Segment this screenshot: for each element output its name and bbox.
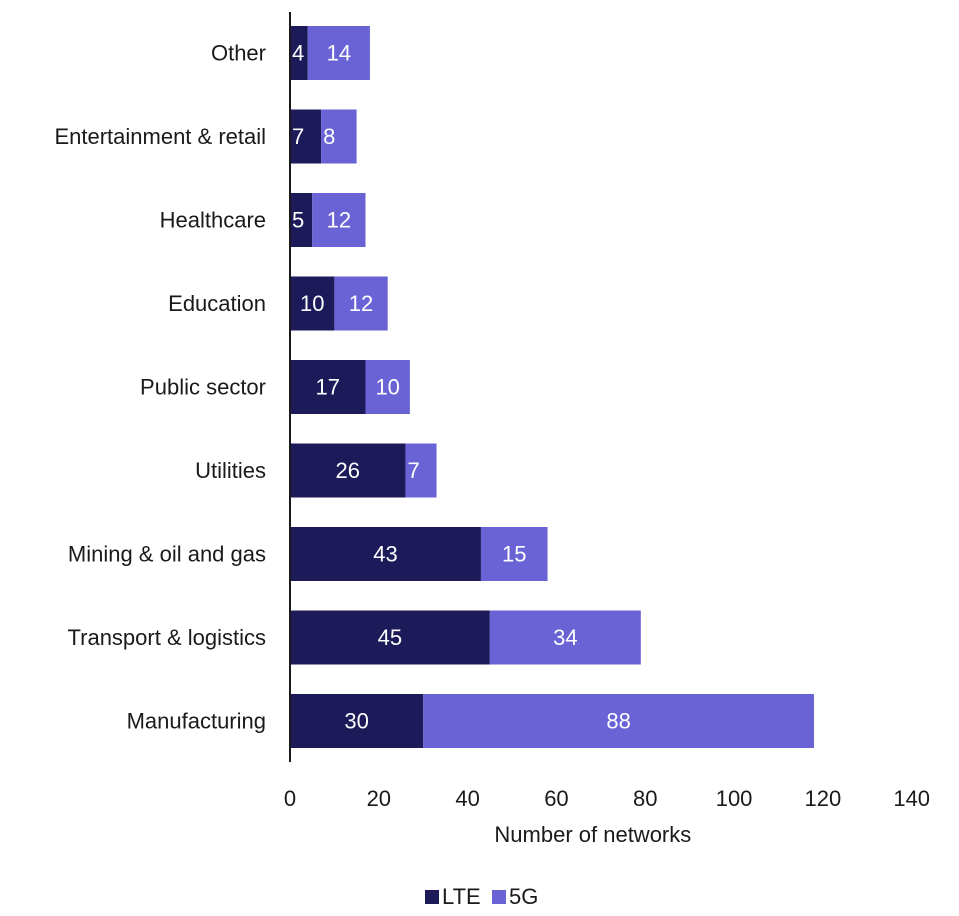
category-label: Transport & logistics xyxy=(68,625,266,650)
bar-segment-lte xyxy=(290,276,335,331)
data-label-lte: 45 xyxy=(378,625,402,650)
bar-segment-5g xyxy=(321,109,357,164)
data-label-lte: 43 xyxy=(373,542,397,567)
bar-segment-lte xyxy=(290,193,313,247)
category-label: Other xyxy=(211,41,266,66)
bar-segment-lte xyxy=(290,527,481,581)
legend-swatch-lte xyxy=(425,890,439,904)
x-axis-title: Number of networks xyxy=(494,822,691,847)
x-tick-label: 80 xyxy=(633,786,657,811)
data-label-5g: 14 xyxy=(327,41,351,66)
data-label-lte: 30 xyxy=(344,709,368,734)
bar-segment-lte xyxy=(290,360,366,414)
data-label-lte: 7 xyxy=(292,124,304,149)
data-label-5g: 34 xyxy=(553,625,577,650)
data-label-5g: 12 xyxy=(349,291,373,316)
category-label: Mining & oil and gas xyxy=(68,542,266,567)
data-label-lte: 10 xyxy=(300,291,324,316)
category-label: Healthcare xyxy=(160,208,266,233)
data-label-lte: 5 xyxy=(292,208,304,233)
bars-layer xyxy=(290,26,814,748)
bar-segment-lte xyxy=(290,443,406,498)
category-label: Manufacturing xyxy=(127,709,266,734)
legend-label-5g: 5G xyxy=(509,884,538,909)
data-label-5g: 88 xyxy=(606,709,630,734)
data-label-5g: 8 xyxy=(323,124,335,149)
category-label: Education xyxy=(168,291,266,316)
x-tick-label: 40 xyxy=(455,786,479,811)
bar-segment-5g xyxy=(365,360,410,414)
bar-segment-lte xyxy=(290,694,424,748)
x-tick-label: 20 xyxy=(367,786,391,811)
data-label-lte: 26 xyxy=(335,458,359,483)
bar-segment-lte xyxy=(290,610,490,665)
bar-segment-5g xyxy=(405,443,437,498)
data-label-lte: 17 xyxy=(316,375,340,400)
category-label: Utilities xyxy=(195,458,266,483)
bar-segment-5g xyxy=(312,193,366,247)
legend-swatch-5g xyxy=(492,890,506,904)
x-tick-label: 0 xyxy=(284,786,296,811)
bar-segment-lte xyxy=(290,109,322,164)
category-label: Entertainment & retail xyxy=(54,124,266,149)
data-label-lte: 4 xyxy=(292,41,304,66)
data-label-5g: 10 xyxy=(375,375,399,400)
bar-segment-5g xyxy=(480,527,548,581)
data-label-5g: 15 xyxy=(502,542,526,567)
bar-segment-lte xyxy=(290,26,308,80)
x-tick-label: 120 xyxy=(805,786,842,811)
x-axis-tick-labels: 0 20 40 60 80 100 120 140 xyxy=(284,786,930,811)
x-tick-label: 100 xyxy=(716,786,753,811)
legend: LTE 5G xyxy=(425,884,538,909)
bar-segment-5g xyxy=(307,26,370,80)
legend-label-lte: LTE xyxy=(442,884,481,909)
x-tick-label: 140 xyxy=(893,786,930,811)
bar-segment-5g xyxy=(334,276,388,331)
data-label-5g: 7 xyxy=(407,458,419,483)
category-label: Public sector xyxy=(140,375,266,400)
x-tick-label: 60 xyxy=(544,786,568,811)
category-labels: Other Entertainment & retail Healthcare Edu… xyxy=(54,41,266,734)
bar-segment-5g xyxy=(489,610,641,665)
bar-segment-5g xyxy=(423,694,814,748)
data-label-5g: 12 xyxy=(327,208,351,233)
